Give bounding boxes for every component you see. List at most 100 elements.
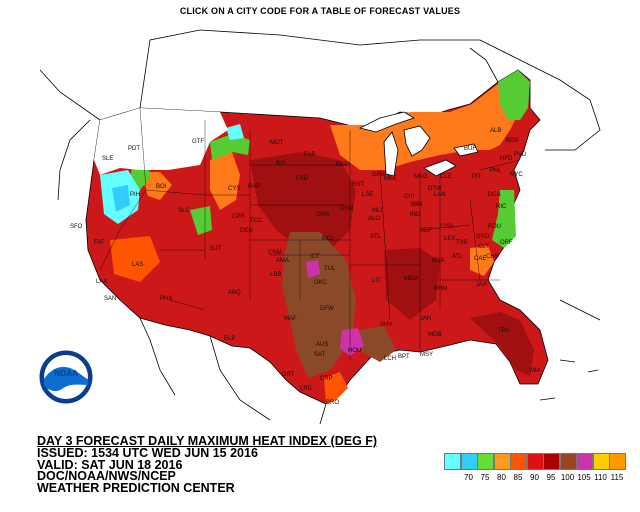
city-code-cae[interactable]: CAE — [474, 256, 486, 262]
svg-text:NOAA: NOAA — [54, 369, 78, 378]
city-code-jax[interactable]: JAX — [476, 282, 487, 288]
city-code-alb[interactable]: ALB — [490, 128, 501, 134]
city-code-oma[interactable]: OMA — [316, 212, 330, 218]
city-code-sle[interactable]: SLE — [102, 156, 113, 162]
city-code-san[interactable]: SAN — [104, 296, 116, 302]
city-code-elp[interactable]: ELP — [224, 336, 235, 342]
city-code-mke[interactable]: MKE — [384, 176, 397, 182]
city-code-lan[interactable]: LAN — [434, 192, 446, 198]
city-code-bhm[interactable]: BHM — [434, 286, 447, 292]
city-code-dtw[interactable]: DTW — [428, 186, 442, 192]
city-code-dca[interactable]: DCA — [488, 192, 501, 198]
city-code-grb[interactable]: GRB — [372, 172, 385, 178]
city-code-msy[interactable]: MSY — [420, 352, 433, 358]
city-code-sfo[interactable]: SFO — [70, 224, 83, 230]
city-code-hfd[interactable]: HFD — [500, 156, 513, 162]
city-code-slc[interactable]: SLC — [178, 208, 190, 214]
legend-swatch — [493, 453, 511, 470]
city-code-shv[interactable]: SHV — [380, 322, 392, 328]
city-code-aus[interactable]: AUS — [316, 342, 328, 348]
city-code-pdt[interactable]: PDT — [128, 146, 140, 152]
legend-swatch — [559, 453, 577, 470]
city-code-lch[interactable]: LCH — [384, 356, 396, 362]
city-code-sat[interactable]: SAT — [314, 352, 326, 358]
center-line: WEATHER PREDICTION CENTER — [37, 480, 235, 495]
city-code-abq[interactable]: ABQ — [228, 290, 241, 296]
city-code-crp[interactable]: CRP — [320, 376, 333, 382]
city-code-mot[interactable]: MOT — [270, 140, 284, 146]
city-code-las[interactable]: LAS — [132, 262, 143, 268]
city-code-mem[interactable]: MEM — [404, 276, 418, 282]
city-code-mob[interactable]: MOB — [428, 332, 442, 338]
city-code-pih[interactable]: PIH — [130, 192, 140, 198]
city-code-ric[interactable]: RIC — [496, 204, 507, 210]
state-boundaries — [99, 107, 521, 360]
city-code-tpa[interactable]: TPA — [498, 328, 509, 334]
city-code-ama[interactable]: AMA — [276, 258, 289, 264]
city-code-bpt[interactable]: BPT — [398, 354, 410, 360]
city-code-cvg[interactable]: CVG — [440, 224, 453, 230]
city-code-cpr[interactable]: CPR — [232, 214, 245, 220]
city-code-rap[interactable]: RAP — [248, 184, 260, 190]
city-code-chi[interactable]: CHI — [404, 194, 415, 200]
city-code-bos[interactable]: BOS — [506, 138, 519, 144]
city-code-mli[interactable]: MLI — [372, 208, 382, 214]
city-code-sdf[interactable]: SDF — [420, 228, 432, 234]
city-code-jan[interactable]: JAN — [420, 316, 431, 322]
city-code-lse[interactable]: LSE — [362, 192, 373, 198]
city-code-lit[interactable]: LIT — [372, 278, 381, 284]
city-code-lbb[interactable]: LBB — [270, 272, 281, 278]
city-code-maf[interactable]: MAF — [284, 316, 297, 322]
city-code-ind[interactable]: IND — [410, 212, 421, 218]
city-code-nyc[interactable]: NYC — [510, 172, 523, 178]
city-code-cys[interactable]: CYS — [228, 186, 240, 192]
city-code-den[interactable]: DEN — [240, 228, 253, 234]
city-code-tvs[interactable]: TVS — [456, 240, 468, 246]
city-code-tcc[interactable]: TCC — [250, 218, 263, 224]
city-code-drt[interactable]: DRT — [282, 372, 295, 378]
city-code-ict[interactable]: ICT — [310, 254, 320, 260]
city-code-alo[interactable]: ALO — [368, 216, 380, 222]
city-code-pit[interactable]: PIT — [472, 174, 482, 180]
legend-swatch — [460, 453, 478, 470]
city-code-lax[interactable]: LAX — [96, 279, 107, 285]
city-code-fat[interactable]: FAT — [94, 240, 105, 246]
city-code-cnm[interactable]: CNM — [268, 250, 282, 256]
city-code-sbn[interactable]: SBN — [410, 202, 422, 208]
city-code-far[interactable]: FAR — [304, 152, 316, 158]
city-code-fsd[interactable]: FSD — [296, 176, 309, 182]
city-code-tul[interactable]: TUL — [324, 266, 336, 272]
city-code-mci[interactable]: MCI — [322, 236, 333, 242]
city-code-phl[interactable]: PHL — [490, 168, 502, 174]
city-code-gjt[interactable]: GJT — [210, 246, 222, 252]
city-code-orf[interactable]: ORF — [500, 240, 513, 246]
city-code-pvd[interactable]: PVD — [514, 152, 527, 158]
city-code-rst[interactable]: RST — [352, 182, 364, 188]
city-code-buf[interactable]: BUF — [464, 146, 476, 152]
city-code-mia[interactable]: MIA — [530, 368, 541, 374]
legend-label: 90 — [530, 473, 539, 482]
city-code-hou[interactable]: HOU — [348, 348, 361, 354]
city-code-dsm[interactable]: DSM — [340, 206, 353, 212]
city-code-boi[interactable]: BOI — [156, 184, 167, 190]
city-code-msp[interactable]: MSP — [336, 162, 349, 168]
city-code-stl[interactable]: STL — [370, 234, 382, 240]
city-code-clt[interactable]: CLT — [478, 244, 489, 250]
city-code-dfw[interactable]: DFW — [320, 306, 334, 312]
city-code-okc[interactable]: OKC — [314, 280, 328, 286]
map-info: DAY 3 FORECAST DAILY MAXIMUM HEAT INDEX … — [37, 435, 377, 494]
city-code-lex[interactable]: LEX — [444, 236, 455, 242]
city-code-rdu[interactable]: RDU — [488, 224, 501, 230]
city-code-lrd[interactable]: LRD — [300, 386, 313, 392]
city-code-cle[interactable]: CLE — [440, 174, 452, 180]
issued-line: ISSUED: 1534 UTC WED JUN 15 2016 — [37, 446, 258, 460]
city-code-mkg[interactable]: MKG — [414, 174, 428, 180]
city-code-phx[interactable]: PHX — [160, 296, 172, 302]
city-code-gtf[interactable]: GTF — [192, 139, 204, 145]
city-code-gso[interactable]: GSO — [476, 234, 490, 240]
city-code-bna[interactable]: BNA — [432, 258, 444, 264]
city-code-bro[interactable]: BRO — [326, 400, 339, 406]
city-code-atl[interactable]: ATL — [452, 254, 463, 260]
city-code-chs[interactable]: CHS — [486, 254, 499, 260]
city-code-bis[interactable]: BIS — [276, 161, 286, 167]
